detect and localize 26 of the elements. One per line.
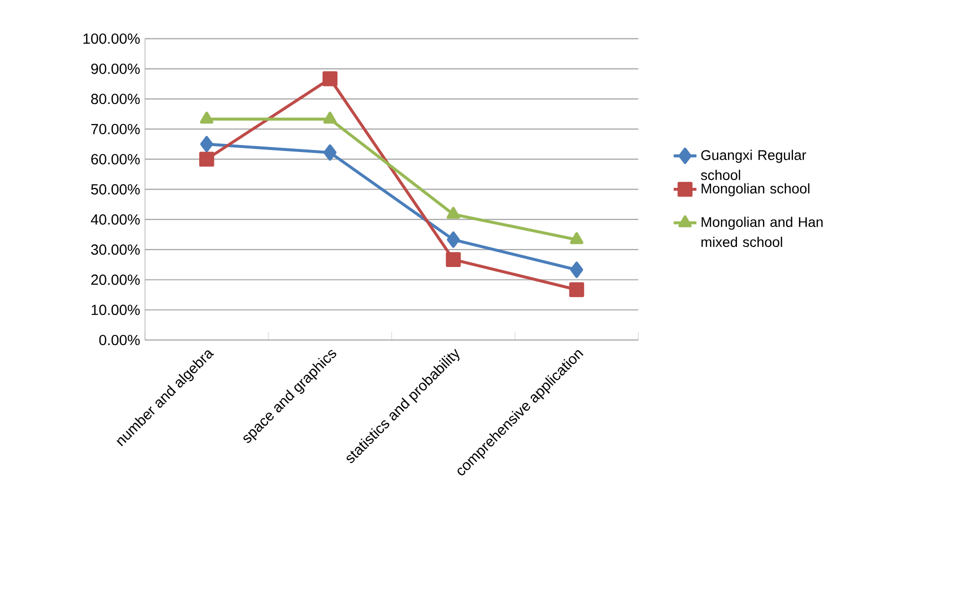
point [199, 152, 214, 167]
y-tick-label: 30.00% [91, 244, 140, 255]
point [446, 252, 461, 267]
y-tick-label: 100.00% [84, 33, 140, 44]
point [446, 206, 460, 219]
y-tick-label: 90.00% [91, 64, 140, 74]
y-tick-label: 40.00% [90, 214, 140, 225]
legend-label: Guangxi Regular school [700, 150, 806, 180]
y-tick-label: 50.00% [91, 184, 140, 195]
point [570, 232, 584, 244]
y-tick-label: 20.00% [91, 274, 140, 285]
point [323, 112, 337, 124]
point [200, 136, 214, 152]
point [324, 144, 336, 161]
y-tick-label: 80.00% [91, 94, 140, 104]
y-tick-label: 10.00% [92, 304, 140, 316]
point [570, 262, 584, 278]
y-tick-label: 0.00% [99, 334, 140, 346]
point [200, 112, 214, 124]
point [446, 232, 460, 248]
point [569, 282, 584, 298]
point [322, 71, 338, 86]
y-tick-label: 70.00% [91, 124, 140, 134]
legend-label: Mongolian and Han mixed school [701, 216, 823, 248]
legend-label: Mongolian school [702, 183, 810, 196]
y-tick-label: 60.00% [91, 154, 140, 164]
